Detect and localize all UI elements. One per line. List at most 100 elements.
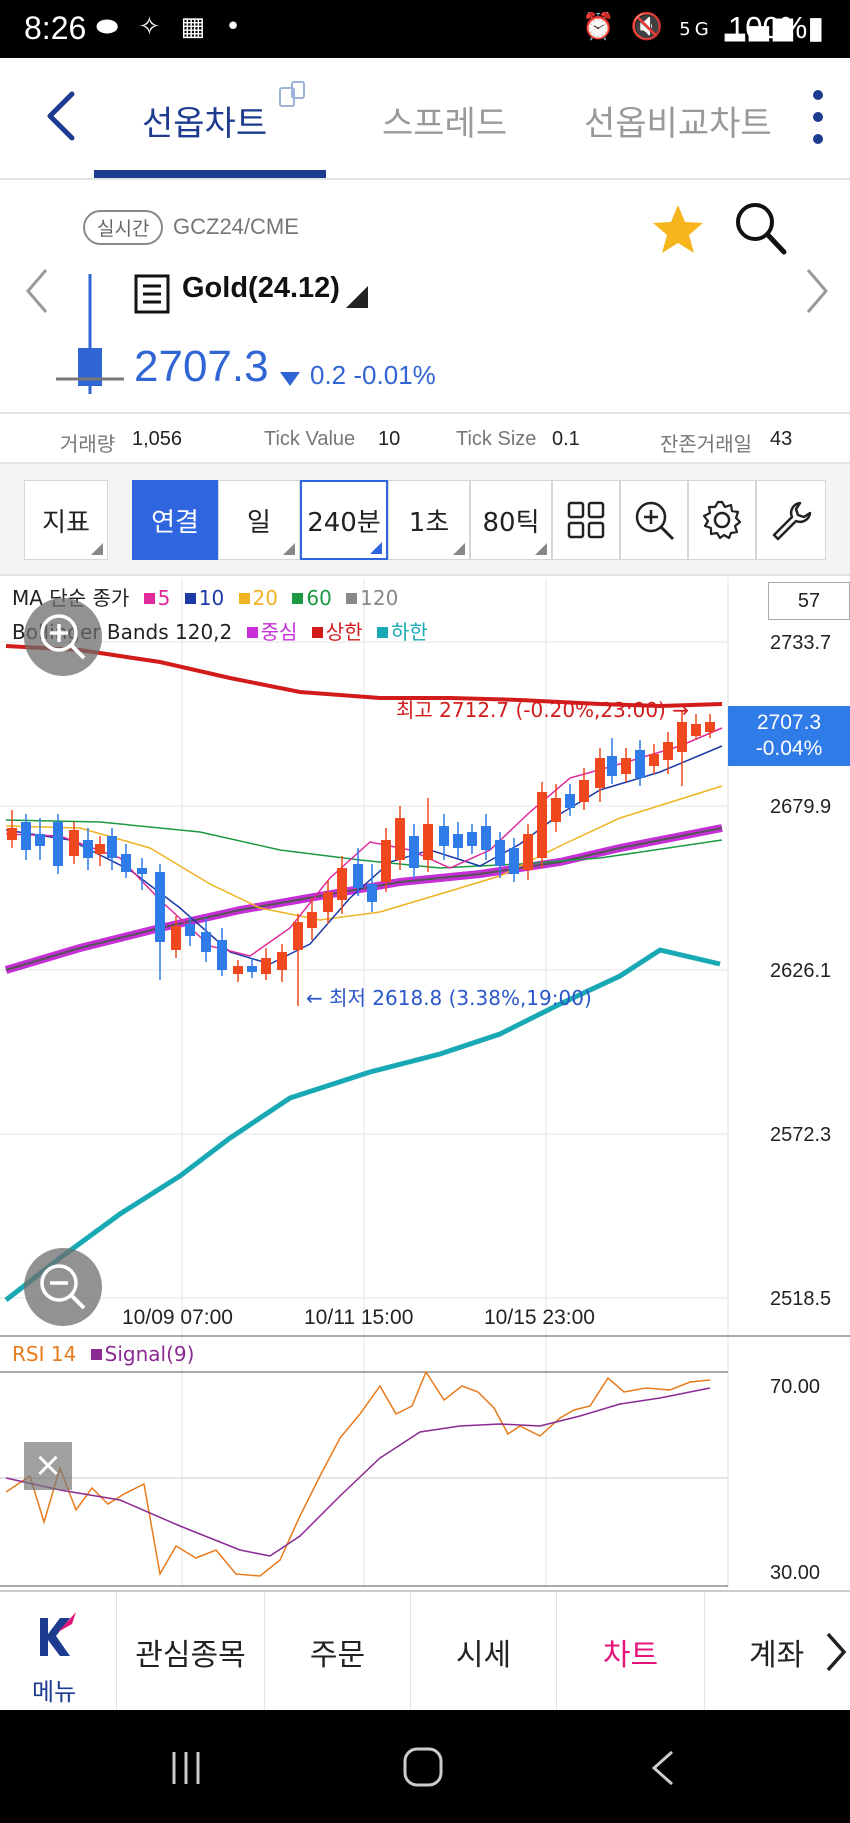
tab-compare-chart[interactable]: 선옵비교차트 — [584, 104, 772, 144]
close-indicator-icon[interactable]: × — [24, 1442, 72, 1490]
seconds-label: 1초 — [408, 507, 450, 538]
zoom-out-icon — [40, 1264, 86, 1310]
ma120-label: 120 — [360, 586, 399, 610]
more-menu-icon[interactable] — [806, 90, 830, 150]
candle — [353, 864, 363, 888]
ma5-label: 5 — [157, 586, 171, 610]
ma10-label: 10 — [198, 586, 225, 610]
notification-icons: ⬬ ✧ ▦ • — [96, 12, 247, 42]
favorite-star-icon[interactable] — [650, 202, 706, 258]
instrument-name[interactable]: Gold(24.12) — [182, 272, 340, 304]
candle — [423, 824, 433, 860]
brand-logo-icon — [40, 1612, 76, 1656]
list-icon[interactable] — [134, 274, 170, 314]
y-tick-label: 2679.9 — [770, 796, 832, 818]
back-arrow-icon[interactable] — [38, 86, 88, 146]
y-tick-label: 2626.1 — [770, 960, 832, 982]
ma5-line — [5, 727, 723, 957]
active-tab-indicator — [94, 170, 326, 178]
tick-value-label: Tick Value — [264, 428, 356, 450]
device-switch-icon[interactable] — [278, 80, 308, 110]
bollinger-legend: Bollinger Bands 120,2 중심 상한 하한 — [12, 616, 428, 645]
candle — [107, 836, 117, 858]
candle — [7, 828, 17, 840]
candle — [233, 966, 243, 974]
chart-canvas[interactable] — [0, 578, 850, 1590]
x-tick-label: 10/15 23:00 — [484, 1306, 595, 1329]
mini-candle-icon — [56, 274, 124, 394]
tab-spread[interactable]: 스프레드 — [382, 104, 508, 144]
settings-button[interactable] — [688, 480, 756, 560]
rsi-tick-label: 70.00 — [770, 1376, 821, 1398]
zoom-tool-button[interactable] — [620, 480, 688, 560]
candle — [293, 922, 303, 950]
menu-button[interactable]: 메뉴 — [0, 1592, 116, 1712]
ma60-label: 60 — [306, 586, 332, 610]
nav-scroll-right-icon[interactable] — [822, 1628, 850, 1676]
candle — [467, 832, 477, 846]
prev-instrument-icon[interactable] — [22, 266, 52, 316]
candle — [381, 840, 391, 882]
candle — [307, 912, 317, 928]
ticks-label: 80틱 — [482, 507, 540, 538]
candle — [83, 840, 93, 858]
recent-apps-icon[interactable] — [166, 1748, 206, 1788]
next-instrument-icon[interactable] — [802, 266, 832, 316]
system-back-icon[interactable] — [648, 1748, 678, 1788]
y-tick-label: 2572.3 — [770, 1124, 832, 1146]
tools-button[interactable] — [756, 480, 826, 560]
layout-grid-button[interactable] — [552, 480, 620, 560]
ma20-label: 20 — [252, 586, 278, 610]
bollinger-upper-line — [5, 644, 723, 709]
bb-center-label: 중심 — [260, 620, 298, 644]
tick-size-value: 0.1 — [552, 428, 580, 450]
seconds-button[interactable]: 1초 — [388, 480, 470, 560]
candle — [277, 952, 287, 970]
candle — [439, 826, 449, 846]
candle — [595, 758, 605, 788]
indicator-label: 지표 — [42, 507, 90, 538]
candle — [121, 854, 131, 872]
nav-chart[interactable]: 차트 — [556, 1592, 704, 1712]
menu-label: 메뉴 — [32, 1678, 77, 1706]
bb-lower-label: 하한 — [390, 620, 428, 644]
day-button[interactable]: 일 — [218, 480, 300, 560]
nav-account[interactable]: 계좌 — [704, 1592, 850, 1712]
volume-value: 1,056 — [132, 428, 183, 450]
dropdown-triangle-icon[interactable] — [346, 286, 368, 308]
interval-label: 240분 — [307, 507, 381, 538]
candle — [537, 792, 547, 858]
search-icon[interactable] — [732, 198, 788, 258]
rsi-legend: RSI 14 Signal(9) — [12, 1342, 194, 1366]
price-chart[interactable]: MA 단순 종가 5 10 20 60 120 Bollinger Bands … — [0, 578, 850, 1590]
legend-swatch-center — [246, 627, 258, 638]
candle — [635, 750, 645, 778]
legend-swatch-ma5 — [143, 593, 155, 604]
y-tick-label: 2733.7 — [770, 632, 832, 654]
candle — [551, 798, 561, 822]
candle — [261, 958, 271, 974]
visible-count-box[interactable]: 57 — [768, 582, 850, 620]
bottom-nav: 메뉴 관심종목 주문 시세 차트 계좌 — [0, 1590, 850, 1712]
home-icon[interactable] — [402, 1746, 444, 1788]
candle — [171, 926, 181, 950]
last-price-value: 2707.3 — [756, 711, 822, 734]
candle — [217, 940, 227, 970]
indicator-button[interactable]: 지표 — [24, 480, 108, 560]
nav-order[interactable]: 주문 — [264, 1592, 410, 1712]
volume-label: 거래량 — [60, 434, 116, 456]
interval-240-button[interactable]: 240분 — [300, 480, 388, 560]
last-price-pct: -0.04% — [755, 737, 823, 760]
nav-quotes[interactable]: 시세 — [410, 1592, 556, 1712]
zoom-in-button[interactable] — [24, 598, 102, 676]
nav-watchlist[interactable]: 관심종목 — [116, 1592, 264, 1712]
zoom-out-button[interactable] — [24, 1248, 102, 1326]
ticks-button[interactable]: 80틱 — [470, 480, 552, 560]
candle — [663, 742, 673, 760]
status-time: 8:26 — [24, 10, 87, 46]
change-percent: -0.01% — [353, 360, 436, 390]
legend-swatch-ma20 — [238, 593, 250, 604]
tab-futures-chart[interactable]: 선옵차트 — [142, 104, 268, 144]
linked-button[interactable]: 연결 — [132, 480, 218, 560]
candle — [323, 892, 333, 912]
